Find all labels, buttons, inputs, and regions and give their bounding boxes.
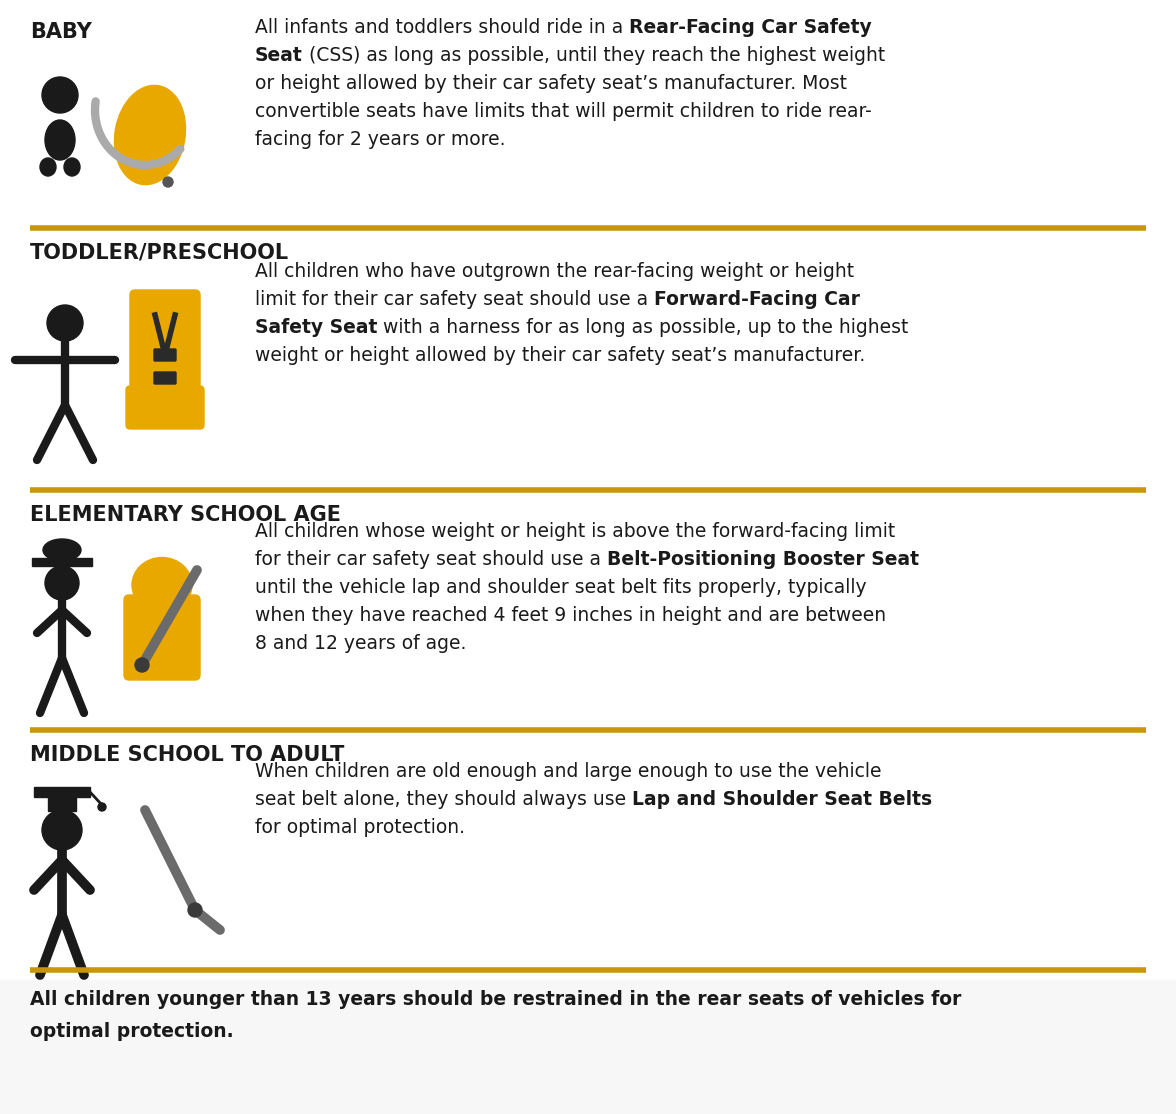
Text: until the vehicle lap and shoulder seat belt fits properly, typically: until the vehicle lap and shoulder seat … [255,578,867,597]
Text: seat belt alone, they should always use: seat belt alone, they should always use [255,790,633,809]
Ellipse shape [45,120,75,160]
Circle shape [163,177,173,187]
Text: weight or height allowed by their car safety seat’s manufacturer.: weight or height allowed by their car sa… [255,346,866,365]
Circle shape [188,903,202,917]
Text: TODDLER/PRESCHOOL: TODDLER/PRESCHOOL [31,243,289,263]
Text: when they have reached 4 feet 9 inches in height and are between: when they have reached 4 feet 9 inches i… [255,606,887,625]
FancyBboxPatch shape [126,385,203,429]
Text: All children who have outgrown the rear-facing weight or height: All children who have outgrown the rear-… [255,262,854,281]
Ellipse shape [132,557,192,613]
Bar [32,558,92,566]
Bar [48,797,76,811]
Text: Belt-Positioning Booster Seat: Belt-Positioning Booster Seat [607,550,918,569]
Text: When children are old enough and large enough to use the vehicle: When children are old enough and large e… [255,762,882,781]
Text: All infants and toddlers should ride in a: All infants and toddlers should ride in … [255,18,629,37]
Text: Rear-Facing Car Safety: Rear-Facing Car Safety [629,18,871,37]
Text: MIDDLE SCHOOL TO ADULT: MIDDLE SCHOOL TO ADULT [31,745,345,765]
FancyBboxPatch shape [154,349,176,361]
Text: (CSS) as long as possible, until they reach the highest weight: (CSS) as long as possible, until they re… [302,46,886,65]
FancyBboxPatch shape [123,595,200,680]
Text: for their car safety seat should use a: for their car safety seat should use a [255,550,607,569]
Bar [0,980,1176,1114]
Text: or height allowed by their car safety seat’s manufacturer. Most: or height allowed by their car safety se… [255,74,847,92]
Text: Seat: Seat [255,46,302,65]
Text: BABY: BABY [31,22,92,42]
Circle shape [45,566,79,600]
Text: 8 and 12 years of age.: 8 and 12 years of age. [255,634,467,653]
Circle shape [98,803,106,811]
Text: limit for their car safety seat should use a: limit for their car safety seat should u… [255,290,654,309]
FancyBboxPatch shape [154,372,176,384]
Text: optimal protection.: optimal protection. [31,1022,234,1040]
Ellipse shape [114,86,186,185]
Circle shape [42,810,82,850]
Text: All children younger than 13 years should be restrained in the rear seats of veh: All children younger than 13 years shoul… [31,990,961,1009]
Ellipse shape [64,158,80,176]
Ellipse shape [40,158,56,176]
Circle shape [47,305,83,341]
Text: facing for 2 years or more.: facing for 2 years or more. [255,130,506,149]
Text: Safety Seat: Safety Seat [255,317,377,338]
Text: All children whose weight or height is above the forward-facing limit: All children whose weight or height is a… [255,522,895,541]
Circle shape [42,77,78,113]
Text: for optimal protection.: for optimal protection. [255,818,465,837]
Text: convertible seats have limits that will permit children to ride rear-: convertible seats have limits that will … [255,102,871,121]
Text: Forward-Facing Car: Forward-Facing Car [654,290,860,309]
Text: Lap and Shoulder Seat Belts: Lap and Shoulder Seat Belts [633,790,933,809]
Ellipse shape [44,539,81,561]
Text: ELEMENTARY SCHOOL AGE: ELEMENTARY SCHOOL AGE [31,505,341,525]
FancyBboxPatch shape [131,290,200,410]
Circle shape [135,658,149,672]
Text: with a harness for as long as possible, up to the highest: with a harness for as long as possible, … [377,317,909,338]
Bar [34,786,91,797]
